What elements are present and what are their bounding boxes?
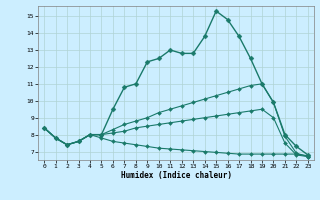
X-axis label: Humidex (Indice chaleur): Humidex (Indice chaleur)	[121, 171, 231, 180]
